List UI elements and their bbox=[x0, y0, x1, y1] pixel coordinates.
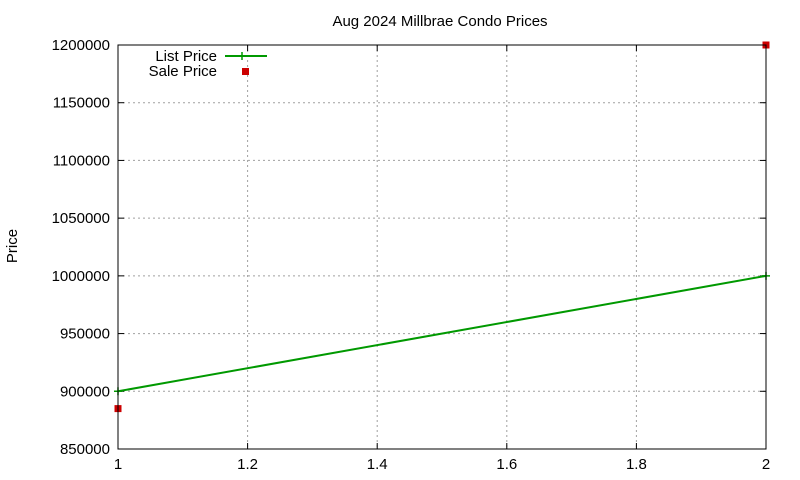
x-tick-label: 1.4 bbox=[367, 456, 388, 473]
chart-title: Aug 2024 Millbrae Condo Prices bbox=[332, 13, 547, 30]
legend-marker-sale-price bbox=[242, 68, 249, 75]
x-tick-label: 1.6 bbox=[496, 456, 517, 473]
y-tick-label: 1000000 bbox=[52, 268, 110, 285]
plot-frame bbox=[117, 44, 767, 450]
y-tick-label: 1050000 bbox=[52, 210, 110, 227]
grid-layer bbox=[118, 45, 766, 449]
series-layer bbox=[114, 41, 770, 413]
y-tick-label: 900000 bbox=[60, 383, 110, 400]
y-axis-label: Price bbox=[4, 229, 21, 263]
legend-label-list-price: List Price bbox=[155, 48, 217, 65]
x-tick-label: 2 bbox=[762, 456, 770, 473]
y-tick-label: 950000 bbox=[60, 326, 110, 343]
tick-layer: 1 1.2 1.4 1.6 1.8 2 850000 900000 950000 1000000 1… bbox=[52, 37, 771, 473]
legend-label-sale-price: Sale Price bbox=[149, 63, 217, 80]
x-tick-label: 1 bbox=[114, 456, 122, 473]
legend: List Price Sale Price bbox=[149, 48, 267, 80]
x-tick-label: 1.2 bbox=[237, 456, 258, 473]
y-tick-label: 1100000 bbox=[53, 152, 110, 169]
y-tick-label: 1150000 bbox=[53, 95, 110, 112]
y-tick-label: 850000 bbox=[60, 441, 110, 458]
list-price-line bbox=[117, 274, 767, 393]
legend-marker-list-price bbox=[238, 52, 246, 60]
y-tick-label: 1200000 bbox=[52, 37, 110, 54]
x-tick-label: 1.8 bbox=[626, 456, 647, 473]
